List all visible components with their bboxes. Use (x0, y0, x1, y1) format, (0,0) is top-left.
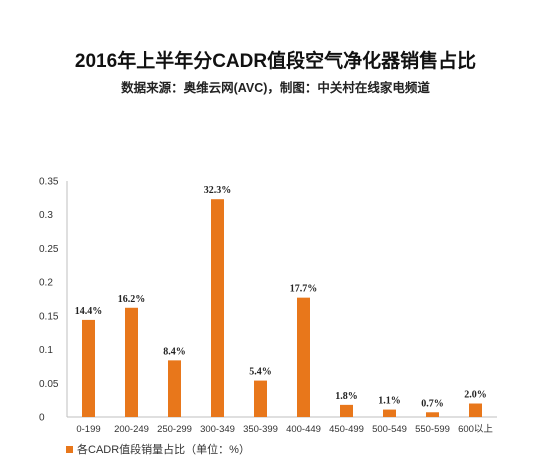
chart-title: 2016年上半年分CADR值段空气净化器销售占比 (74, 51, 477, 72)
y-tick-label: 0.1 (39, 345, 53, 356)
bar (82, 319, 95, 417)
x-tick-label: 0-199 (76, 424, 100, 435)
bars-group (82, 199, 482, 417)
data-label: 16.2% (118, 294, 146, 305)
y-tick-label: 0.3 (39, 210, 53, 221)
data-labels-group: 14.4% 16.2% 8.4% 32.3% 5.4% 17.7% 1.8% 1.1% 0.7%… (75, 185, 487, 409)
y-tick-label: 0.2 (39, 278, 53, 289)
x-tick-label: 550-599 (415, 424, 450, 435)
data-label: 8.4% (163, 346, 186, 357)
chart-subtitle: 数据来源：奥维云网(AVC)，制图：中关村在线家电频道 (121, 81, 430, 95)
y-tick-label: 0.25 (39, 244, 59, 255)
y-tick-label: 0.15 (39, 311, 59, 322)
x-tick-label: 350-399 (243, 424, 278, 435)
data-label: 0.7% (421, 398, 444, 409)
data-label: 17.7% (290, 284, 318, 295)
y-tick-label: 0.35 (39, 177, 59, 188)
data-label: 1.1% (378, 396, 401, 407)
bar (168, 360, 181, 417)
bar (340, 404, 353, 417)
x-tick-label: 400-449 (286, 424, 321, 435)
x-tick-label: 300-349 (200, 424, 235, 435)
bar (297, 297, 310, 417)
y-tick-labels: 0 0.05 0.1 0.15 0.2 0.25 0.3 0.35 (39, 177, 59, 424)
bar (211, 199, 224, 417)
x-tick-labels: 0-199 200-249 250-299 300-349 350-399 400-449… (76, 424, 493, 435)
data-label: 1.8% (335, 391, 358, 402)
x-tick-label: 250-299 (157, 424, 192, 435)
legend-label: 各CADR值段销量占比（单位：%） (77, 444, 250, 456)
bar (426, 412, 439, 417)
legend-swatch (66, 445, 73, 453)
data-label: 32.3% (204, 185, 232, 196)
x-tick-label: 600以上 (458, 424, 493, 435)
x-tick-label: 500-549 (372, 424, 407, 435)
data-label: 5.4% (249, 367, 272, 378)
x-tick-label: 200-249 (114, 424, 149, 435)
y-tick-label: 0.05 (39, 379, 59, 390)
x-tick-label: 450-499 (329, 424, 364, 435)
data-label: 14.4% (75, 306, 103, 317)
data-label: 2.0% (464, 390, 487, 401)
legend: 各CADR值段销量占比（单位：%） (66, 441, 250, 457)
bar (254, 380, 267, 417)
bar (469, 403, 482, 417)
bar (125, 307, 138, 417)
bar (383, 409, 396, 417)
y-tick-label: 0 (39, 413, 45, 424)
